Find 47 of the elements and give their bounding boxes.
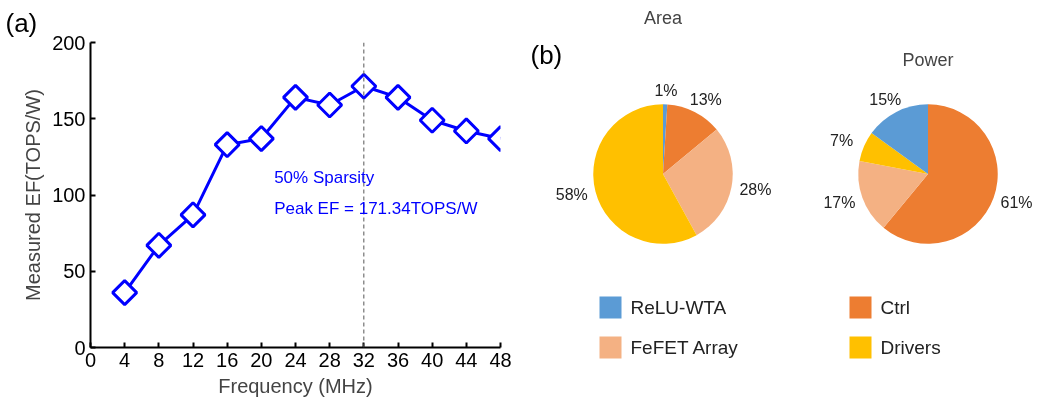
data-label: 17% xyxy=(823,194,856,212)
point xyxy=(179,201,207,229)
annotation: 50% Sparsity xyxy=(274,168,375,188)
point xyxy=(213,131,241,159)
data-label: 28% xyxy=(739,181,772,199)
point xyxy=(111,279,139,307)
x-tick-label: 8 xyxy=(153,348,165,371)
point xyxy=(145,231,173,259)
x-tick-label: 16 xyxy=(216,348,239,371)
y-tick-label: 150 xyxy=(52,107,86,130)
x-tick-label: 44 xyxy=(455,348,478,371)
point xyxy=(384,83,412,111)
data-label: 7% xyxy=(830,132,854,150)
x-tick-label: 12 xyxy=(181,348,205,371)
data-label: 15% xyxy=(869,90,902,108)
x-tick-label: 32 xyxy=(352,348,375,371)
point xyxy=(281,83,310,111)
x-tick-label: 40 xyxy=(421,348,444,371)
x-tick-label: 20 xyxy=(250,348,273,371)
data-label: 13% xyxy=(689,90,722,108)
point xyxy=(418,106,446,134)
text: (a) xyxy=(5,7,38,38)
y-tick-label: 100 xyxy=(52,184,86,206)
legend-label: FeFET Array xyxy=(630,337,739,358)
x-axis-title: Frequency (MHz) xyxy=(218,374,373,397)
legend-label: Ctrl xyxy=(880,297,911,318)
point xyxy=(247,125,275,153)
data-label: 58% xyxy=(555,186,588,204)
annotation: Peak EF = 171.34TOPS/W xyxy=(274,198,478,218)
text: (b) xyxy=(530,39,563,70)
y-axis-title: Measured EF(TOPS/W) xyxy=(22,89,45,301)
chart-title: Power xyxy=(902,49,954,70)
point xyxy=(316,91,344,119)
legend-label: ReLU-WTA xyxy=(630,297,727,318)
data-label: 61% xyxy=(1000,194,1033,212)
chart-title: Area xyxy=(643,7,683,28)
x-tick-label: 4 xyxy=(119,348,131,371)
x-tick-label: 48 xyxy=(489,348,512,371)
x-tick-label: 24 xyxy=(284,348,307,371)
point xyxy=(350,72,378,100)
y-tick-label: 50 xyxy=(63,260,86,283)
data-label: 1% xyxy=(654,81,678,99)
x-tick-label: 28 xyxy=(318,348,341,371)
point xyxy=(452,117,480,145)
x-tick-label: 36 xyxy=(386,348,410,371)
y-tick-label: 200 xyxy=(52,31,86,54)
legend-label: Drivers xyxy=(880,337,941,358)
